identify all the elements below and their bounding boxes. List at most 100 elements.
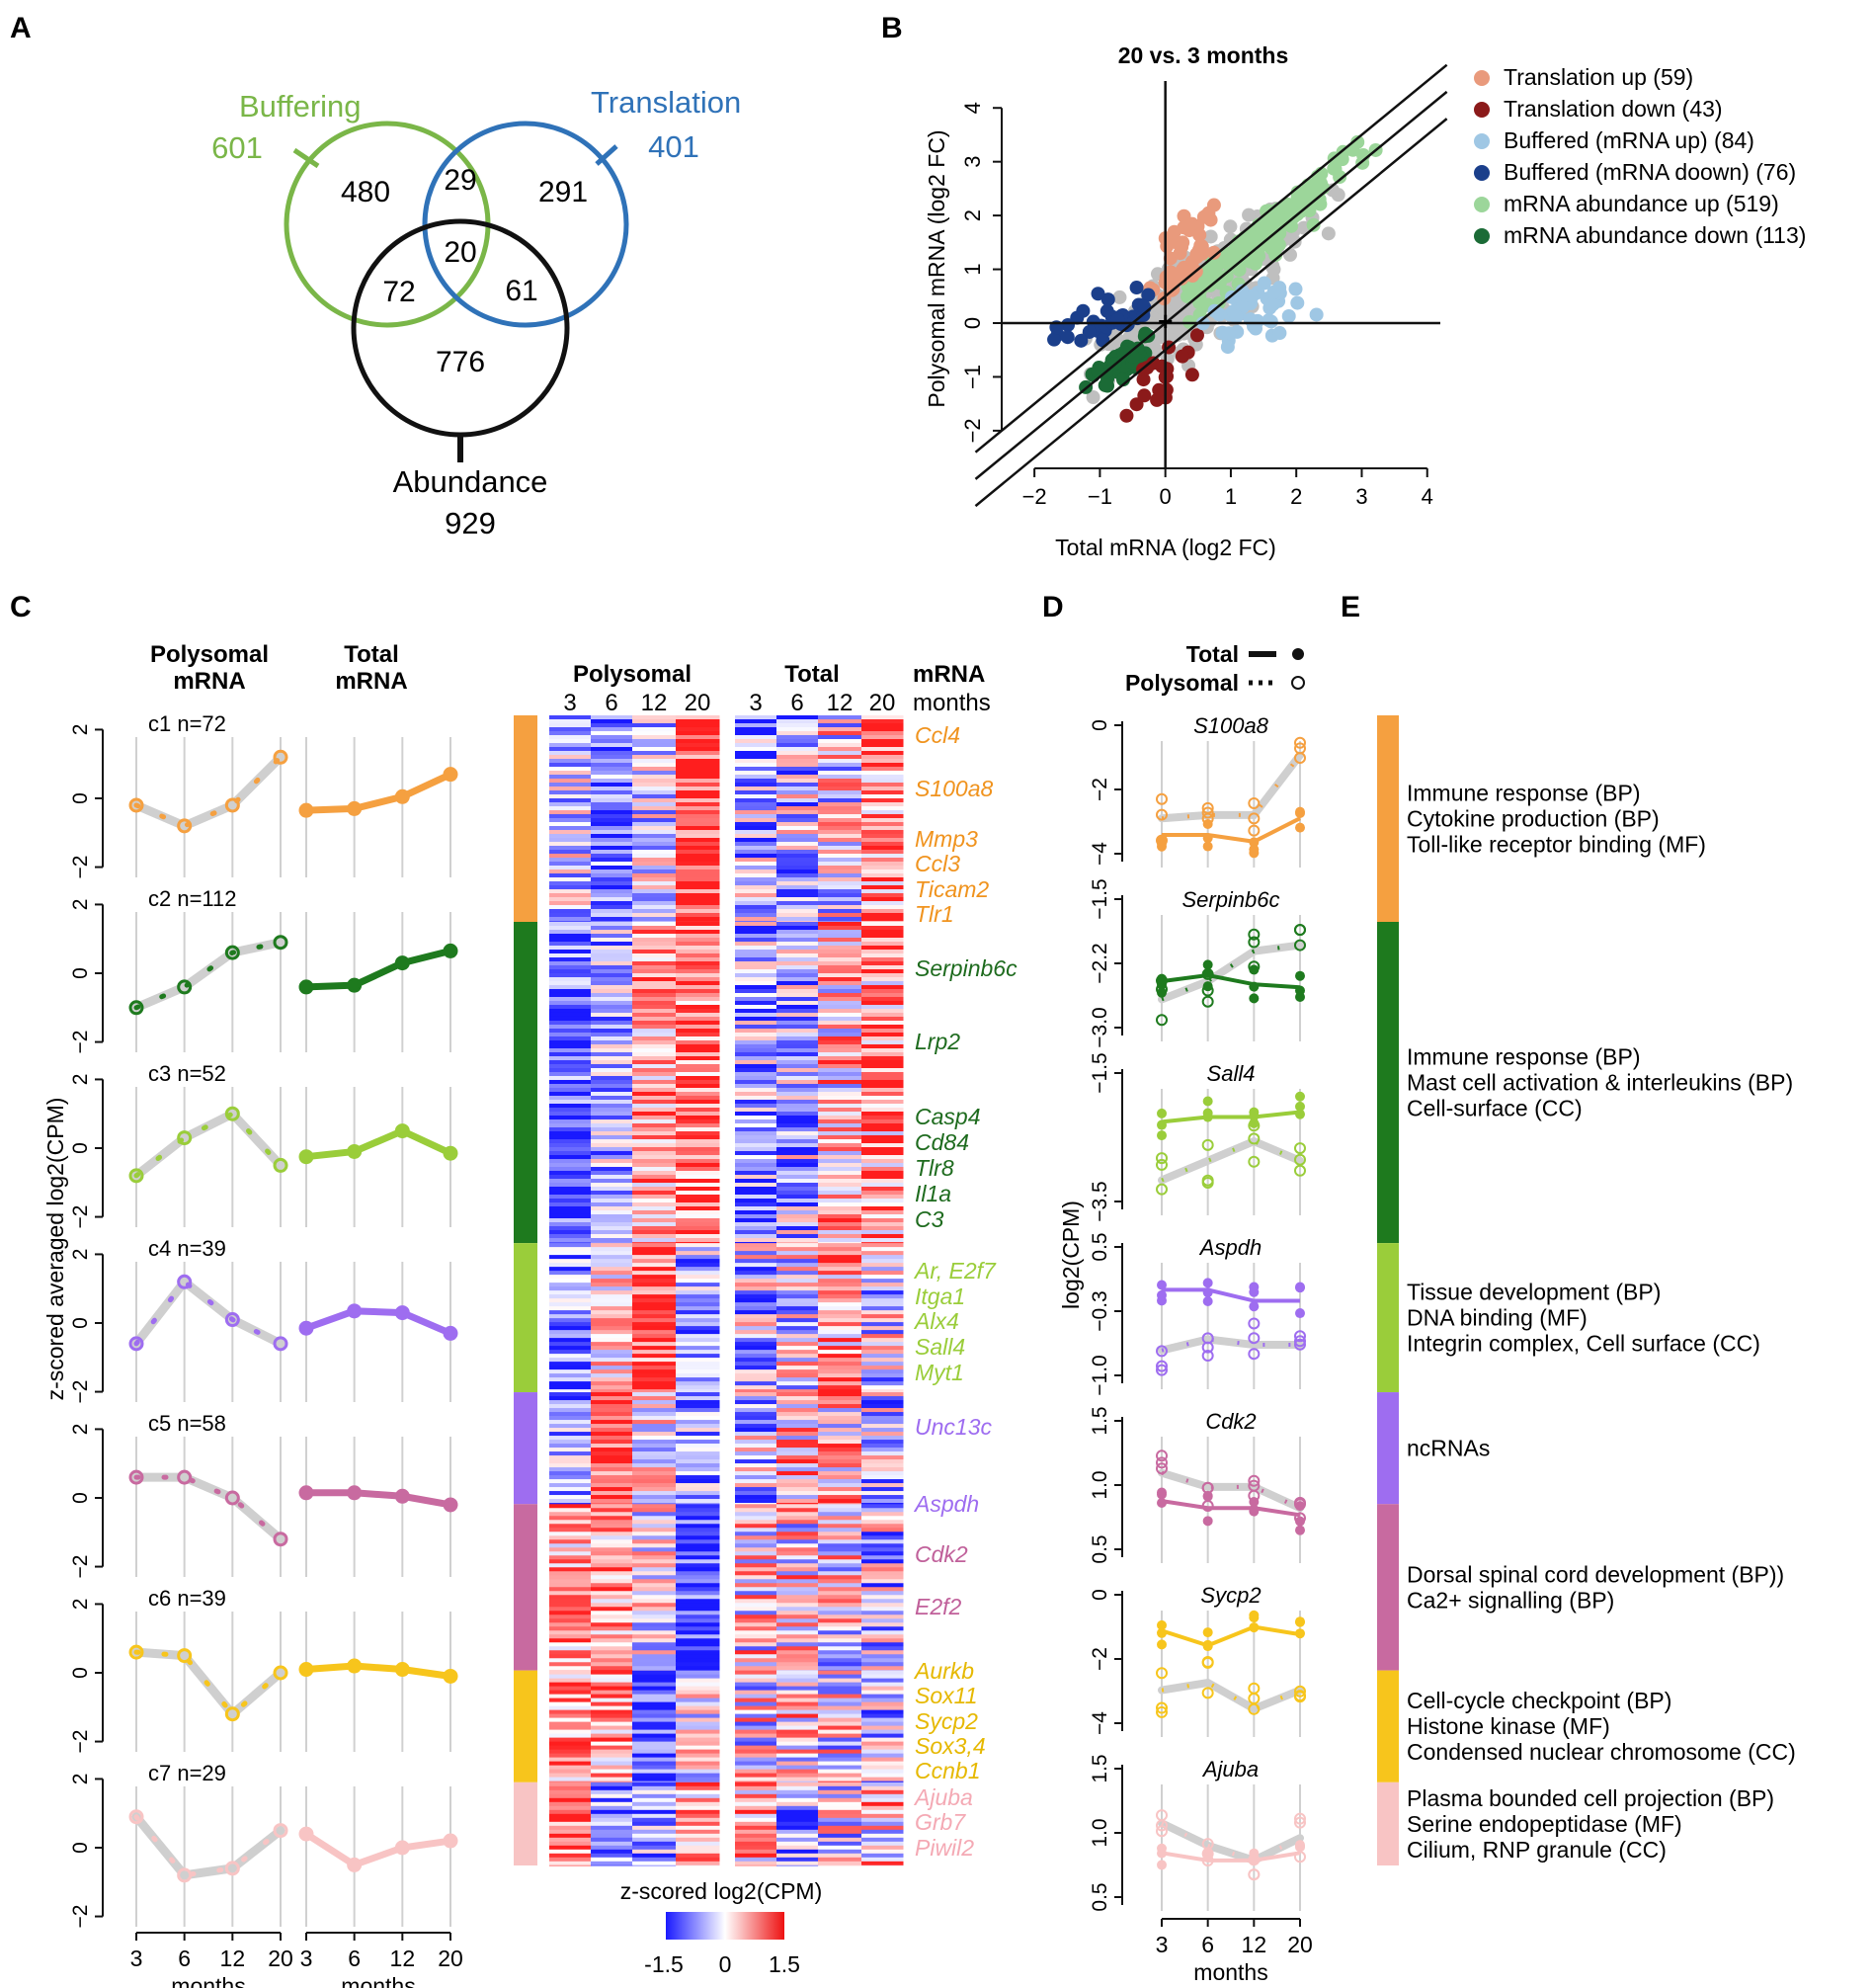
cluster-total-line xyxy=(306,951,450,987)
scatter-title: 20 vs. 3 months xyxy=(1118,42,1289,68)
scatter-point xyxy=(1137,388,1151,402)
heatmap-gene-label: Ajuba xyxy=(913,1784,973,1810)
scatter-point xyxy=(1282,309,1296,323)
heatmap-months-label: months xyxy=(913,690,991,716)
gene-y-tick: 0.5 xyxy=(1089,1232,1111,1261)
scatter-point xyxy=(1111,313,1125,327)
scatter-point xyxy=(1322,226,1336,240)
gene-y-tick: −2.2 xyxy=(1089,943,1111,983)
heatmap-cells xyxy=(549,715,904,1865)
cluster-point xyxy=(396,1490,408,1502)
scatter-point xyxy=(1099,378,1112,392)
profile-y-tick: 2 xyxy=(69,899,92,911)
gene-y-tick: −1.5 xyxy=(1089,878,1111,919)
scatter-y-tick: 0 xyxy=(960,317,985,329)
profile-y-tick: 0 xyxy=(69,1492,92,1504)
scatter-point xyxy=(1246,290,1260,303)
scatter-point xyxy=(1160,239,1174,253)
panel-label-e: E xyxy=(1341,591,1360,623)
heatmap-gene-label: Cdk2 xyxy=(915,1541,968,1567)
scatter-point xyxy=(1272,326,1286,340)
scatter-x-tick: 3 xyxy=(1355,484,1367,509)
legend-label: Translation up (59) xyxy=(1504,64,1693,90)
scatter-point xyxy=(1242,208,1256,222)
legend-total-marker xyxy=(1292,648,1304,660)
go-term: Integrin complex, Cell surface (CC) xyxy=(1407,1331,1760,1357)
scatter-point xyxy=(1112,290,1126,304)
scatter-origin-cross: + xyxy=(1158,306,1173,336)
scatter-diagonal xyxy=(975,92,1446,479)
profile-header-poly-2: mRNA xyxy=(173,668,245,695)
scatter-x-tick: 4 xyxy=(1422,484,1433,509)
scatter-point xyxy=(1290,296,1304,310)
heatmap-cluster-bar xyxy=(514,1243,537,1392)
heatmap-cluster-bar xyxy=(514,715,537,922)
scatter-point xyxy=(1223,219,1237,233)
cluster-label: c1 n=72 xyxy=(148,711,226,736)
scatter-point xyxy=(1061,330,1075,344)
cluster-point xyxy=(445,945,456,956)
heatmap-title-poly: Polysomal xyxy=(573,661,692,688)
heatmap-gene-label: Sox3,4 xyxy=(915,1733,986,1759)
profile-y-tick: 2 xyxy=(69,1249,92,1261)
venn-total-buffering: 601 xyxy=(211,130,263,165)
cluster-poly-line xyxy=(136,757,281,826)
cluster-point xyxy=(396,790,408,802)
heatmap-gene-label: Lrp2 xyxy=(915,1029,960,1054)
profile-y-tick: −2 xyxy=(69,1555,92,1579)
profile-x-unit: months xyxy=(171,1973,245,1988)
cluster-total-line xyxy=(306,1493,450,1505)
cluster-poly-line xyxy=(136,1477,281,1539)
scatter-point xyxy=(1201,207,1215,220)
scatter-x-tick: −1 xyxy=(1088,484,1112,509)
heatmap-title-mrna: mRNA xyxy=(913,661,985,688)
go-term: Mast cell activation & interleukins (BP) xyxy=(1407,1070,1793,1096)
go-term: Dorsal spinal cord development (BP)) xyxy=(1407,1561,1784,1587)
scatter-point xyxy=(1177,220,1190,234)
legend-poly-marker xyxy=(1292,677,1304,689)
legend-marker xyxy=(1474,165,1490,181)
heatmap-col-total: 20 xyxy=(869,690,896,716)
profile-y-tick: 2 xyxy=(69,724,92,736)
profile-y-tick: −2 xyxy=(69,1380,92,1404)
go-term: Cell-cycle checkpoint (BP) xyxy=(1407,1688,1671,1713)
gene-y-tick: −1.0 xyxy=(1089,1355,1111,1395)
legend-total-label: Total xyxy=(1186,641,1239,667)
cluster-point xyxy=(445,769,456,781)
colorbar-tick-mid: 0 xyxy=(719,1951,732,1977)
heatmap-gene-label: E2f2 xyxy=(915,1594,962,1619)
heatmap-gene-label: Itga1 xyxy=(915,1284,965,1309)
cluster-label: c5 n=58 xyxy=(148,1411,226,1436)
go-term: Toll-like receptor binding (MF) xyxy=(1407,831,1706,857)
scatter-y-tick: 1 xyxy=(960,263,985,275)
cluster-point xyxy=(300,981,312,993)
scatter-point xyxy=(1221,340,1235,354)
scatter-y-tick: 3 xyxy=(960,156,985,168)
panel-label-d: D xyxy=(1042,591,1064,623)
profile-header-total-2: mRNA xyxy=(335,668,407,695)
heatmap-gene-label: Ticam2 xyxy=(915,876,989,902)
legend-marker xyxy=(1474,133,1490,149)
gene-panel-title: Cdk2 xyxy=(1205,1409,1256,1434)
scatter-diagonal xyxy=(975,65,1446,453)
profile-y-tick: −2 xyxy=(69,1205,92,1229)
profile-y-tick: 2 xyxy=(69,1424,92,1436)
profile-y-tick: −2 xyxy=(69,856,92,879)
go-cluster-bar xyxy=(1377,1243,1399,1392)
heatmap-col-total: 12 xyxy=(827,690,854,716)
scatter-point xyxy=(1246,251,1260,265)
cluster-point xyxy=(349,1487,361,1499)
profile-x-tick: 6 xyxy=(178,1946,191,1971)
cluster-point xyxy=(349,1859,361,1870)
venn-label-translation: Translation xyxy=(591,85,741,120)
gene-total-line xyxy=(1162,818,1300,842)
scatter-point xyxy=(1160,370,1174,383)
cluster-total-line xyxy=(306,1834,450,1864)
heatmap: Polysomal Total mRNA months 3 36 612 1220 20… xyxy=(514,661,1018,1977)
scatter-point xyxy=(1264,216,1278,230)
gene-poly-line xyxy=(1162,946,1300,1000)
profile-x-tick: 20 xyxy=(438,1946,463,1971)
go-term: Plasma bounded cell projection (BP) xyxy=(1407,1785,1774,1811)
cluster-poly-line xyxy=(136,1817,281,1875)
cluster-poly-line xyxy=(136,943,281,1008)
